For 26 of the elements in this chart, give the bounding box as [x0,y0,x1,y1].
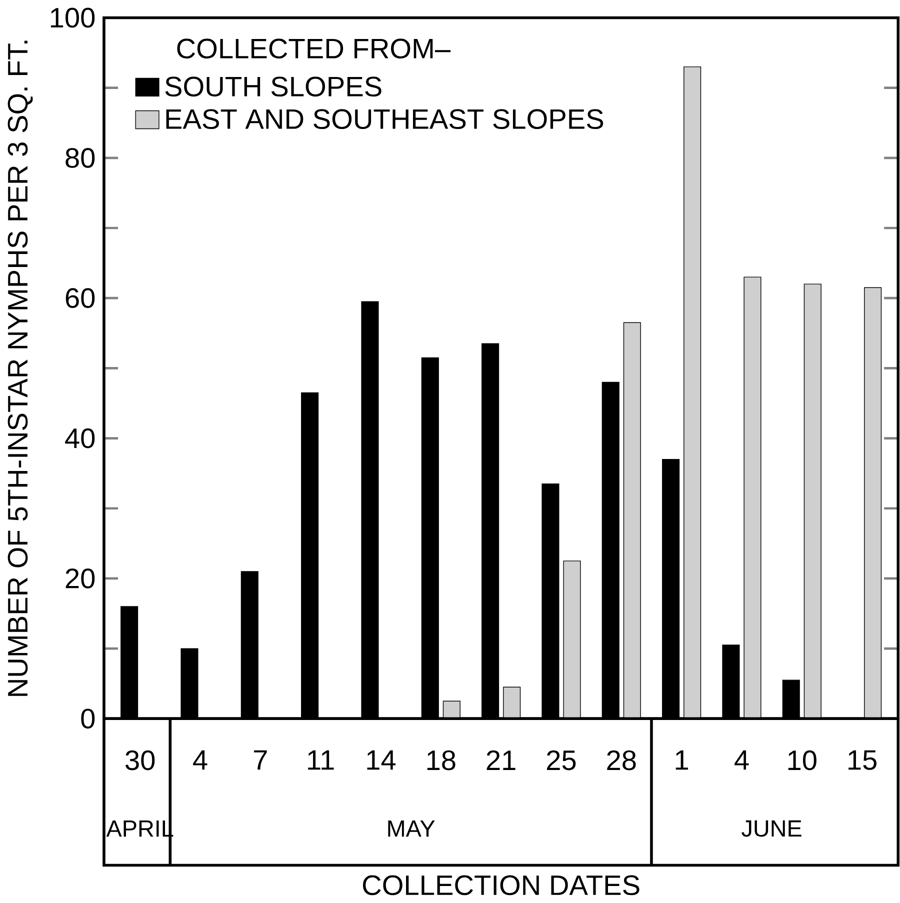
legend-title: COLLECTED FROM– [177,38,451,59]
legend-label: EAST AND SOUTHEAST SLOPES [166,109,604,130]
text: MAY [388,820,436,837]
y-tick-label: 80 [66,148,95,168]
x-tick-label: 4 [734,750,749,770]
y-tick-label: 40 [65,428,95,448]
x-tick-label: 15 [848,750,877,770]
x-tick-label: 1 [676,750,688,770]
legend-label: SOUTH SLOPES [166,76,382,97]
x-tick-label: 4 [193,750,208,770]
y-tick-label: 0 [81,708,95,729]
x-tick-label: 30 [126,750,155,770]
x-tick-label: 28 [607,750,636,770]
x-tick-label: 21 [487,750,516,770]
y-tick-label: 20 [66,568,95,588]
y-axis-title: NUMBER OF 5TH-INSTAR NYMPHS PER 3 SQ. FT. [8,40,33,696]
x-tick-label: 14 [367,750,396,770]
x-tick-label: 10 [788,750,817,770]
x-tick-label: 25 [547,750,576,770]
y-tick-label: 60 [66,288,95,308]
x-tick-label: 11 [308,750,334,770]
text: JUNE [742,820,802,837]
y-tick-label: 100 [51,8,95,28]
x-tick-label: 18 [428,750,456,770]
x-tick-label: 7 [254,750,268,770]
x-axis-title: COLLECTION DATES [363,875,640,896]
